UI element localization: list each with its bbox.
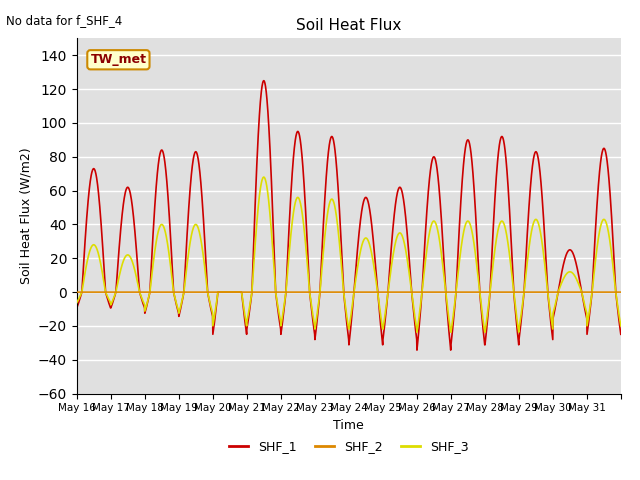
SHF_2 [513,289,520,295]
Text: TW_met: TW_met [90,53,147,66]
SHF_2 [73,289,81,295]
SHF_1 [381,314,389,320]
Title: Soil Heat Flux: Soil Heat Flux [296,18,401,33]
SHF_3 [260,174,268,180]
SHF_1 [73,305,81,311]
SHF_3 [617,323,625,329]
SHF_1 [617,331,625,337]
X-axis label: Time: Time [333,419,364,432]
SHF_2 [543,289,551,295]
Line: SHF_1: SHF_1 [77,81,621,350]
SHF_2 [617,289,625,295]
SHF_2 [127,289,135,295]
SHF_1 [447,347,454,353]
Line: SHF_3: SHF_3 [77,177,621,332]
SHF_1 [260,78,268,84]
SHF_1 [127,195,135,201]
SHF_3 [513,315,521,321]
SHF_3 [73,300,81,306]
SHF_3 [610,268,618,274]
SHF_3 [381,308,389,314]
Legend: SHF_1, SHF_2, SHF_3: SHF_1, SHF_2, SHF_3 [224,435,474,458]
Text: No data for f_SHF_4: No data for f_SHF_4 [6,14,123,27]
SHF_1 [544,287,552,293]
SHF_3 [447,329,454,335]
SHF_1 [244,315,252,321]
SHF_1 [513,324,521,330]
SHF_3 [127,256,135,262]
Y-axis label: Soil Heat Flux (W/m2): Soil Heat Flux (W/m2) [19,148,32,284]
SHF_3 [544,288,552,294]
SHF_1 [610,247,618,252]
SHF_3 [244,310,252,316]
SHF_2 [244,289,252,295]
SHF_2 [381,289,389,295]
SHF_2 [609,289,617,295]
